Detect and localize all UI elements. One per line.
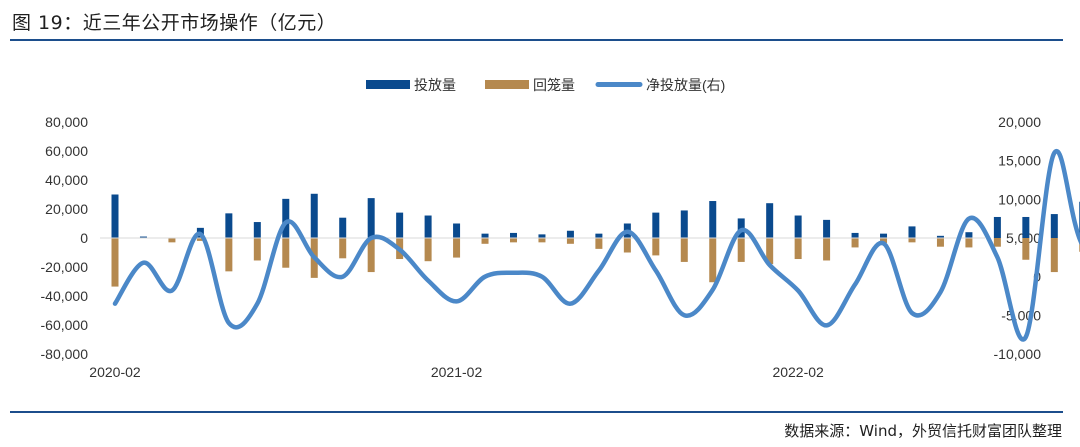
bar-injection [880,233,888,238]
bar-injection [993,216,1001,238]
chart-title: 图 19：近三年公开市场操作（亿元） [12,12,337,34]
bar-withdrawal [851,238,859,248]
right-tick-label: -5,000 [1001,307,1041,323]
bar-withdrawal [737,238,745,262]
left-tick-label: -60,000 [41,317,89,333]
bar-withdrawal [168,238,176,243]
right-tick-label: -10,000 [994,346,1042,362]
bar-withdrawal [709,238,717,283]
bar-withdrawal [993,238,1001,247]
net-line [112,148,1080,342]
chart-area: 投放量 回笼量 净投放量(右) 80,000 60,000 40,000 20,000… [41,77,1080,380]
bar-withdrawal [794,238,802,260]
left-tick-label: -80,000 [41,346,89,362]
bar-withdrawal [908,238,916,243]
legend: 投放量 回笼量 净投放量(右) [366,77,725,93]
left-tick-label: 40,000 [45,172,88,188]
bar-withdrawal [823,238,831,261]
left-tick-label: 60,000 [45,143,88,159]
bar-withdrawal [509,238,517,243]
bar-withdrawal [1022,238,1030,260]
bar-injection [595,233,603,238]
legend-label-net: 净投放量(右) [646,77,725,93]
x-tick-label: 2021-02 [431,364,483,380]
bar-withdrawal [965,238,973,248]
bar-injection [851,232,859,238]
left-axis: 80,000 60,000 40,000 20,000 0 -20,000 -40,000 -… [41,114,89,362]
bar-injection [1022,216,1030,238]
bar-injection [566,230,574,238]
bar-injection [253,222,261,238]
bar-withdrawal [282,238,290,268]
left-tick-label: -20,000 [41,259,89,275]
bar-withdrawal [481,238,489,244]
bar-injection [339,217,347,238]
bar-injection [1050,214,1058,238]
bar-withdrawal [225,238,233,272]
bar-injection [766,203,774,238]
bar-injection [111,194,119,238]
left-tick-label: -40,000 [41,288,89,304]
bar-withdrawal [623,238,631,253]
x-tick-label: 2020-02 [89,364,141,380]
bar-injection [680,210,688,238]
bar-withdrawal [196,238,204,241]
bar-withdrawal [424,238,432,262]
legend-label-withdrawal: 回笼量 [533,77,575,93]
bar-injection [709,201,717,238]
bar-injection [310,193,318,238]
bar-injection [282,198,290,238]
legend-label-injection: 投放量 [414,77,456,93]
bar-withdrawal [595,238,603,249]
bar-injection [936,235,944,238]
bar-withdrawal [538,238,546,243]
bar-withdrawal [652,238,660,256]
bar-injection [225,213,233,238]
bar-withdrawal [936,238,944,247]
bar-withdrawal [253,238,261,261]
bar-withdrawal [680,238,688,262]
right-tick-label: 15,000 [998,153,1041,169]
bar-injection [794,215,802,238]
bar-injection [652,212,660,238]
bar-injection [481,233,489,238]
left-tick-label: 0 [80,230,88,246]
bar-withdrawal [566,238,574,244]
bar-injection [823,219,831,238]
bar-injection [965,232,973,238]
bar-injection [396,212,404,238]
bar-injection [509,232,517,238]
bar-injection [139,236,147,238]
x-tick-label: 2022-02 [772,364,824,380]
source-note: 数据来源：Wind，外贸信托财富团队整理 [784,422,1062,440]
left-tick-label: 80,000 [45,114,88,130]
left-tick-label: 20,000 [45,201,88,217]
bar-withdrawal [111,238,119,287]
top-rule [10,39,1063,41]
right-tick-label: 10,000 [998,191,1041,207]
bottom-rule [10,411,1063,413]
bar-withdrawal [766,238,774,265]
legend-swatch-injection [366,80,410,89]
right-tick-label: 20,000 [998,114,1041,130]
bar-injection [908,226,916,238]
bar-injection [367,198,375,238]
bar-withdrawal [367,238,375,273]
bar-injection [453,223,461,238]
bar-injection [424,215,432,238]
bar-withdrawal [339,238,347,259]
legend-swatch-withdrawal [485,80,529,89]
bar-withdrawal [453,238,461,258]
bar-withdrawal [1050,238,1058,273]
bar-injection [538,234,546,238]
bar-withdrawal [880,238,888,244]
